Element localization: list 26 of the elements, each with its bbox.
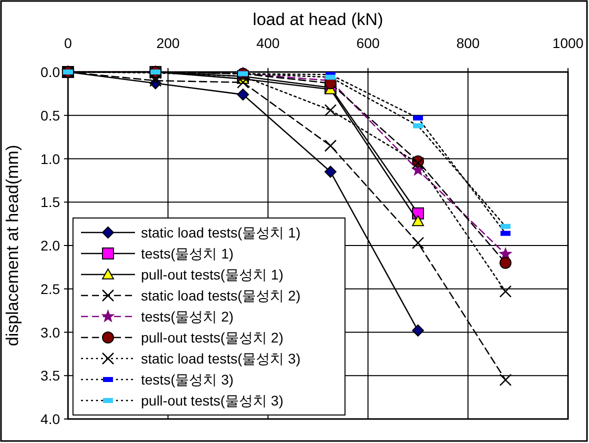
legend-label: tests(물성치 3) (141, 372, 234, 388)
y-tick-label: 4.0 (40, 411, 60, 427)
legend-label: pull-out tests(물성치 2) (141, 330, 284, 346)
legend-label: pull-out tests(물성치 1) (141, 266, 284, 282)
x-axis-title: load at head (kN) (252, 10, 384, 29)
x-tick-label: 200 (156, 35, 180, 51)
y-tick-label: 3.0 (40, 324, 60, 340)
y-tick-label: 1.0 (40, 150, 60, 167)
legend-label: tests(물성치 1) (141, 246, 234, 262)
x-tick-label: 600 (356, 35, 380, 51)
y-tick-label: 0.5 (40, 107, 60, 124)
x-tick-label: 800 (456, 35, 480, 51)
y-tick-label: 3.5 (40, 368, 60, 384)
x-tick-label: 400 (256, 35, 280, 51)
legend-label: static load tests(물성치 2) (141, 288, 300, 304)
x-tick-label: 1000 (552, 35, 584, 51)
y-axis-title: displacement at head(mm) (3, 144, 22, 346)
legend-label: static load tests(물성치 1) (141, 224, 300, 240)
legend-label: tests(물성치 2) (141, 308, 234, 324)
y-tick-label: 1.5 (40, 194, 60, 210)
y-tick-label: 0.0 (40, 64, 60, 80)
x-tick-label: 0 (64, 35, 72, 51)
y-tick-label: 2.0 (40, 238, 60, 254)
y-tick-label: 2.5 (40, 280, 60, 297)
legend-label: pull-out tests(물성치 3) (141, 392, 284, 408)
legend-label: static load tests(물성치 3) (141, 350, 300, 366)
